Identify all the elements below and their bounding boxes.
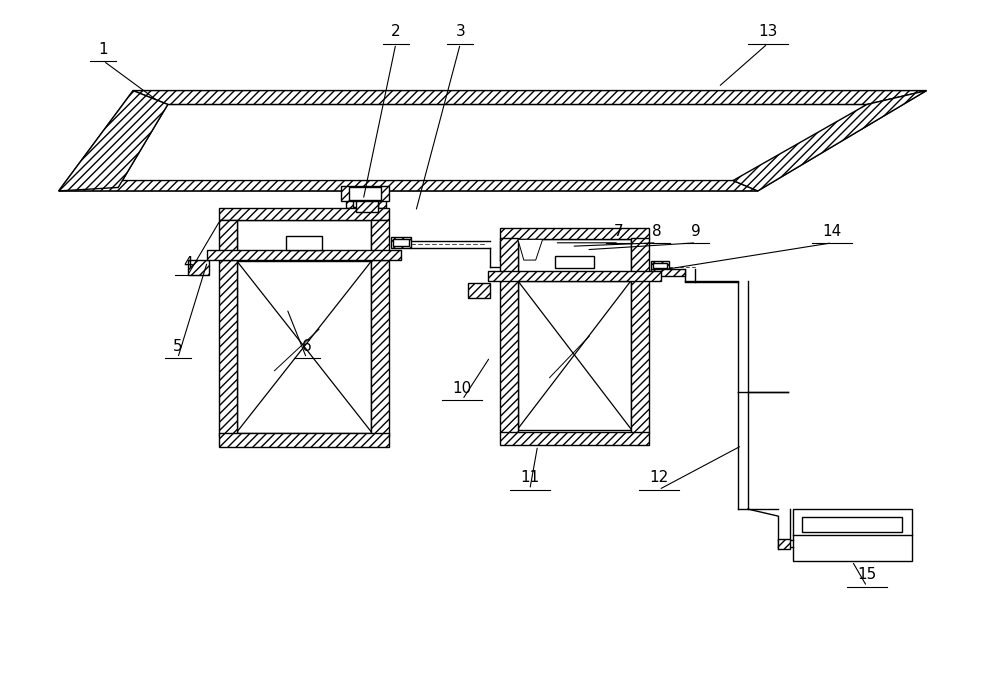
Bar [631, 279, 649, 433]
Polygon shape [59, 181, 758, 191]
Bar [237, 262, 371, 433]
Bar [371, 220, 389, 253]
Bar [500, 228, 649, 239]
Bar [651, 262, 669, 270]
Bar [653, 262, 667, 268]
Text: 1: 1 [99, 41, 108, 57]
Text: 10: 10 [453, 381, 472, 395]
Bar [500, 432, 649, 445]
Polygon shape [133, 90, 926, 104]
Bar [286, 236, 322, 250]
Bar [518, 281, 631, 430]
Polygon shape [59, 90, 168, 191]
Text: 9: 9 [691, 223, 701, 239]
Bar [349, 188, 381, 200]
Bar [468, 283, 490, 298]
Bar [802, 517, 902, 532]
Bar [188, 260, 209, 275]
Text: 12: 12 [649, 470, 668, 486]
Text: 3: 3 [455, 25, 465, 39]
Bar [393, 239, 409, 246]
Text: 7: 7 [614, 223, 624, 239]
Bar [631, 238, 649, 272]
Bar [555, 256, 594, 268]
Bar [237, 220, 371, 253]
Bar [353, 193, 378, 206]
Text: 8: 8 [652, 223, 661, 239]
Bar [500, 279, 518, 433]
Bar [219, 260, 237, 437]
Polygon shape [59, 90, 926, 191]
Text: 5: 5 [173, 339, 183, 354]
Polygon shape [118, 104, 867, 188]
Bar [391, 237, 411, 248]
Bar [778, 539, 790, 549]
Bar [207, 251, 401, 260]
Bar [219, 433, 389, 447]
Bar [651, 269, 685, 276]
Text: 13: 13 [758, 25, 777, 39]
Text: 15: 15 [857, 567, 877, 582]
Text: 11: 11 [520, 470, 539, 486]
Bar [518, 239, 631, 272]
Bar [341, 186, 389, 202]
Bar [219, 208, 389, 220]
Text: 6: 6 [302, 339, 312, 354]
Bar [356, 202, 378, 211]
Text: 2: 2 [391, 25, 401, 39]
Text: 4: 4 [183, 256, 192, 271]
Polygon shape [733, 90, 926, 191]
Bar [219, 220, 237, 253]
Text: 14: 14 [823, 223, 842, 239]
Bar [371, 260, 389, 437]
Polygon shape [518, 239, 543, 260]
Bar [500, 238, 518, 272]
Bar [488, 271, 661, 281]
Bar [793, 509, 912, 561]
Bar [346, 191, 386, 208]
